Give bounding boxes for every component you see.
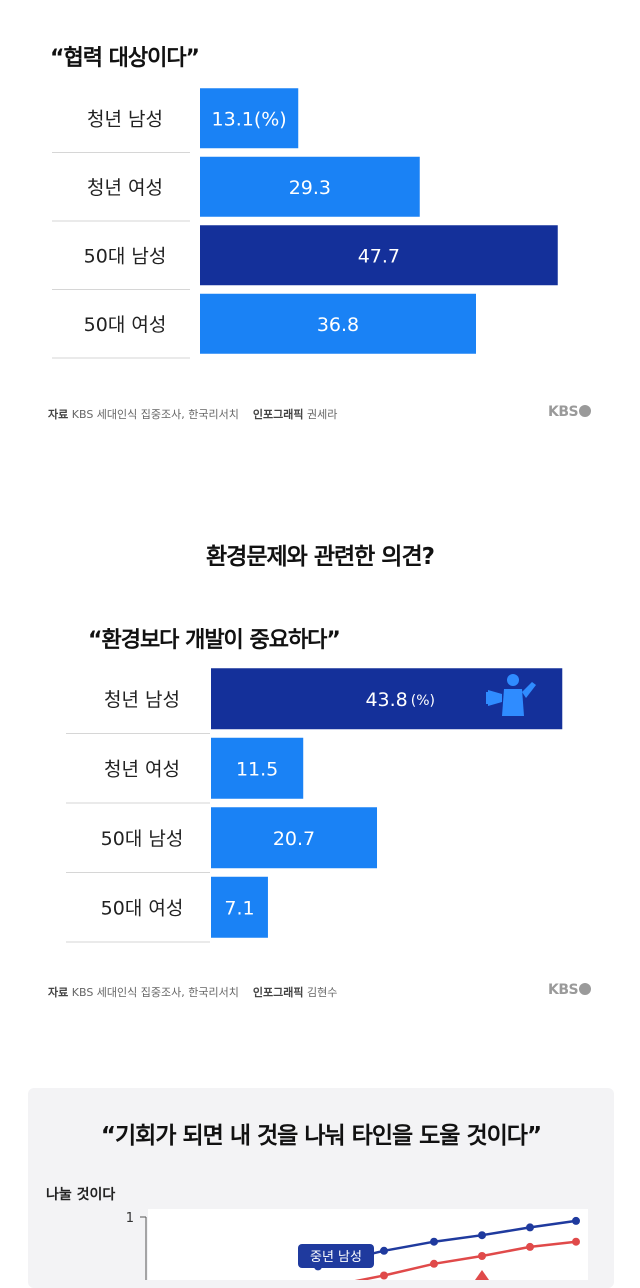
credit-name: 김현수 [306, 986, 338, 999]
bar [200, 293, 476, 354]
kbs-logo-text: KBS [548, 404, 579, 420]
category-label: 청년 여성 [104, 758, 180, 780]
value-label: 7.1 [224, 897, 254, 919]
series-point [526, 1223, 534, 1232]
source-text: KBS 세대인식 집중조사, 한국리서치 [71, 408, 239, 421]
value-label: 11.5 [236, 758, 278, 780]
source-text: KBS 세대인식 집중조사, 한국리서치 [71, 986, 239, 999]
series-point [572, 1216, 580, 1225]
value-label: 47.7 [358, 245, 400, 267]
panel1-quote: “협력 대상이다” [50, 46, 200, 71]
series-tag [298, 1244, 374, 1268]
panel2-source: 자료 KBS 세대인식 집중조사, 한국리서치 인포그래픽 김현수 [48, 984, 337, 1000]
source-label: 자료 [48, 986, 69, 999]
series-point [478, 1231, 486, 1240]
series-point [526, 1242, 534, 1251]
series-point [478, 1252, 486, 1260]
value-label: 13.1(%) [212, 108, 287, 130]
bar [211, 876, 268, 938]
line-chart-svg: 1 중년 남성 [126, 1209, 588, 1280]
triangle-marker [475, 1270, 489, 1280]
category-label: 청년 여성 [87, 177, 163, 199]
category-label: 청년 남성 [87, 108, 163, 130]
y-tick-label: 1 [126, 1211, 134, 1226]
panel2-title: 환경문제와 관련한 의견? [206, 544, 435, 570]
category-label: 50대 여성 [101, 897, 184, 919]
panel1-source: 자료 KBS 세대인식 집중조사, 한국리서치 인포그래픽 권세라 [48, 406, 337, 422]
panel2-quote: “환경보다 개발이 중요하다” [88, 628, 341, 653]
series-point [380, 1246, 388, 1255]
kbs-logo: KBS [548, 404, 592, 420]
category-label: 청년 남성 [104, 689, 180, 711]
panel3-title: “기회가 되면 내 것을 나눠 타인을 도울 것이다” [100, 1123, 542, 1149]
series-point [430, 1259, 438, 1268]
category-label: 50대 남성 [84, 245, 167, 267]
credit-label: 인포그래픽 [252, 986, 304, 999]
series-point [430, 1237, 438, 1246]
bar [211, 737, 304, 799]
series-point [572, 1237, 580, 1246]
unit-label: (%) [411, 693, 435, 709]
chart1-svg: 청년 남성 13.1(%) 청년 여성 29.3 50대 남성 47.7 50대 여성 36.… [52, 83, 558, 359]
series-line [354, 1240, 577, 1280]
credit-name: 권세라 [306, 408, 338, 421]
value-label: 29.3 [289, 177, 331, 199]
bar [200, 225, 558, 286]
kbs-logo: KBS [548, 982, 592, 998]
kbs-logo-mark [579, 405, 592, 417]
bar [211, 807, 378, 869]
megaphone-person-icon [486, 674, 536, 716]
bar [200, 156, 420, 217]
value-label: 36.8 [317, 314, 359, 336]
value-label: 20.7 [273, 828, 315, 850]
category-label: 50대 여성 [84, 314, 167, 336]
credit-label: 인포그래픽 [252, 408, 304, 421]
kbs-logo-text: KBS [548, 982, 579, 998]
y-axis-label: 나눌 것이다 [46, 1187, 116, 1203]
value-label: 43.8 [365, 689, 407, 711]
source-label: 자료 [48, 408, 69, 421]
bar [200, 88, 299, 149]
kbs-logo-mark [579, 983, 592, 995]
chart2-svg: 청년 남성 43.8 (%) 청년 여성 11.5 50대 남성 20.7 50대 여성 7.1 [66, 663, 563, 943]
series-tag-label: 중년 남성 [310, 1250, 362, 1265]
series-point [380, 1271, 388, 1280]
category-label: 50대 남성 [101, 828, 184, 850]
